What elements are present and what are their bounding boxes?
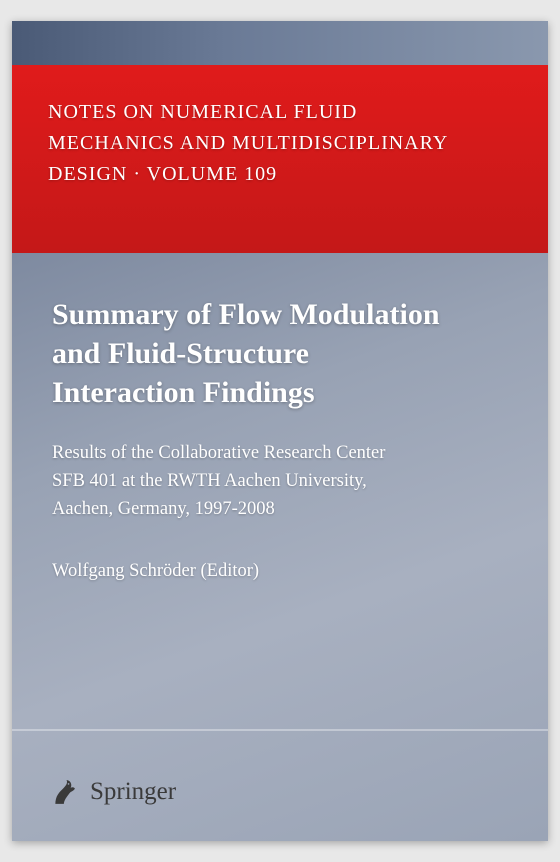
subtitle-line-2: SFB 401 at the RWTH Aachen University, (52, 471, 367, 491)
subtitle-line-3: Aachen, Germany, 1997-2008 (52, 499, 275, 519)
book-subtitle: Results of the Collaborative Research Ce… (52, 440, 508, 523)
top-accent-band (12, 21, 548, 65)
series-title: NOTES ON NUMERICAL FLUID MECHANICS AND M… (48, 97, 512, 190)
divider-line (12, 729, 548, 731)
series-band: NOTES ON NUMERICAL FLUID MECHANICS AND M… (12, 65, 548, 253)
series-line-3: DESIGN · VOLUME 109 (48, 163, 277, 185)
main-body: Summary of Flow Modulation and Fluid-Str… (12, 253, 548, 841)
title-line-1: Summary of Flow Modulation (52, 298, 440, 331)
subtitle-line-1: Results of the Collaborative Research Ce… (52, 443, 385, 463)
book-cover: NOTES ON NUMERICAL FLUID MECHANICS AND M… (12, 21, 548, 841)
series-line-2: MECHANICS AND MULTIDISCIPLINARY (48, 132, 448, 154)
book-title: Summary of Flow Modulation and Fluid-Str… (52, 295, 508, 412)
series-line-1: NOTES ON NUMERICAL FLUID (48, 101, 357, 123)
title-line-2: and Fluid-Structure (52, 337, 309, 370)
publisher-block: Springer (46, 775, 176, 809)
title-line-3: Interaction Findings (52, 376, 315, 409)
editor-name: Wolfgang Schröder (Editor) (52, 559, 508, 585)
springer-logo-icon (46, 775, 80, 809)
publisher-name: Springer (90, 778, 176, 806)
